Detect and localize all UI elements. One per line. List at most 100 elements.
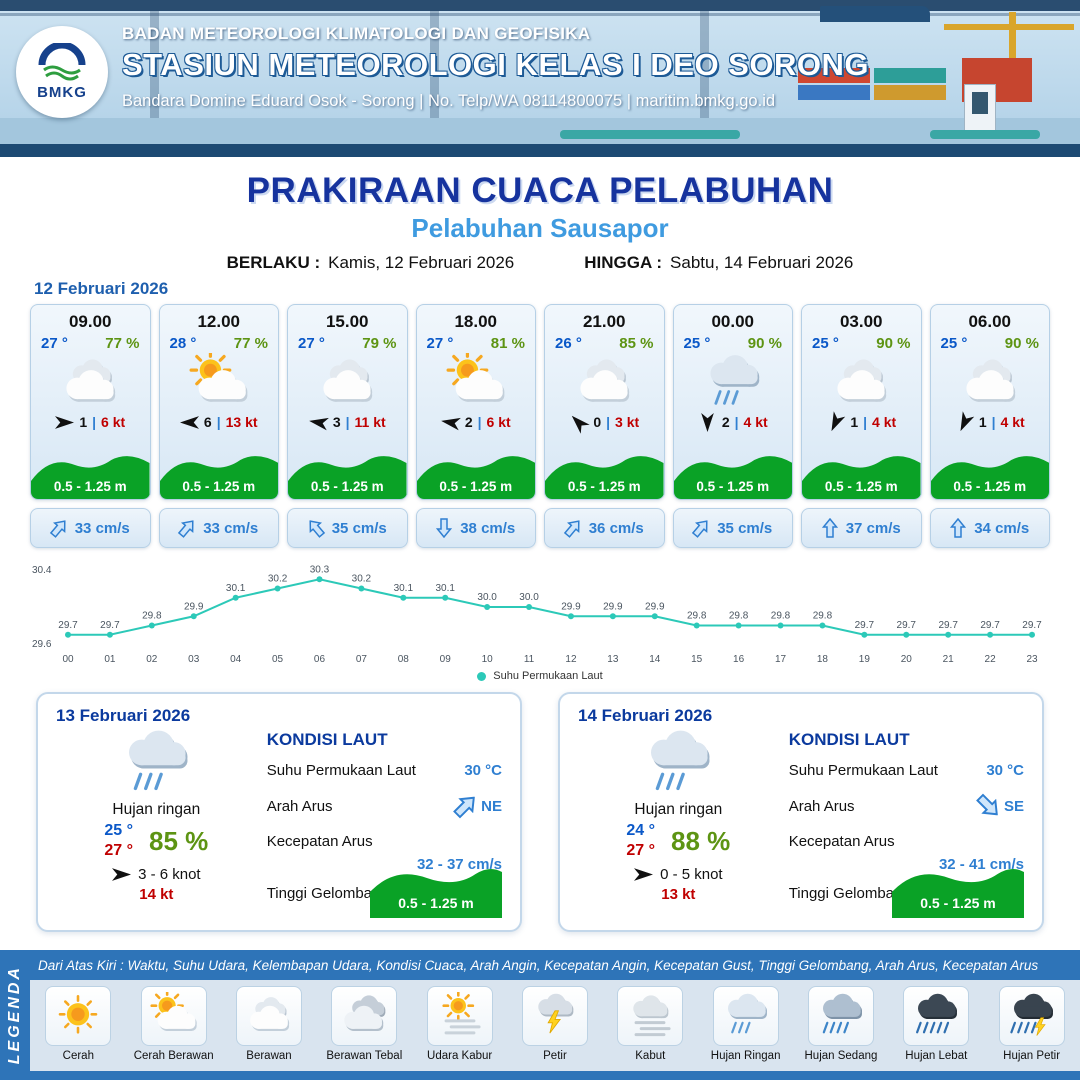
current-speed: 34 cm/s: [974, 519, 1030, 537]
wave-band: 0.5 - 1.25 m: [892, 862, 1024, 918]
humidity: 77 %: [105, 335, 140, 352]
current-speed: 35 cm/s: [331, 519, 387, 537]
legend-item-label: Hujan Lebat: [905, 1050, 968, 1062]
wave-band: 0.5 - 1.25 m: [416, 449, 535, 499]
gust-speed: 6 kt: [101, 414, 126, 430]
wave-height: 0.5 - 1.25 m: [953, 479, 1027, 494]
wave-band: 0.5 - 1.25 m: [673, 449, 792, 499]
legend-item-label: Berawan Tebal: [326, 1050, 403, 1062]
legend-item-label: Cerah: [62, 1050, 94, 1062]
chart-legend-marker: [477, 671, 487, 681]
forecast-card-main: 12.00 28 ° 77 % 6 | 13 kt 0.5 - 1.25 m: [158, 304, 279, 500]
svg-text:11: 11: [524, 654, 535, 665]
legend-item: Petir: [508, 986, 602, 1062]
wind-speed: 1: [850, 414, 859, 430]
wind-direction-icon: [634, 868, 654, 881]
weather-icon: [426, 986, 493, 1046]
wind-direction-icon: [308, 417, 329, 430]
wave-band: 0.5 - 1.25 m: [370, 862, 502, 918]
weather-icon: [140, 986, 207, 1046]
svg-text:29.7: 29.7: [1022, 620, 1042, 631]
wave-height: 0.5 - 1.25 m: [824, 479, 898, 494]
svg-text:08: 08: [398, 654, 410, 665]
container-stack: [798, 85, 870, 100]
wave-shape: [673, 456, 792, 499]
svg-text:30.3: 30.3: [310, 564, 330, 575]
valid-to-label: HINGGA :: [584, 253, 663, 272]
current-box: 35 cm/s: [287, 508, 408, 548]
wind-direction-icon: [700, 412, 714, 432]
wave-height-label: Tinggi Gelombang: [266, 885, 389, 902]
container-stack: [874, 68, 946, 83]
wave-shape: [288, 456, 407, 499]
header-bottom-bar: [0, 144, 1080, 157]
port-name: Pelabuhan Sausapor: [411, 213, 669, 243]
current-direction-icon: [692, 520, 708, 538]
air-temperature: 26 °: [555, 335, 582, 352]
weather-icon: [620, 728, 736, 800]
gust-speed: 6 kt: [486, 414, 511, 430]
forecast-card: 21.00 26 ° 85 % 0 | 3 kt 0.5 - 1.25 m: [544, 304, 665, 548]
wind-direction-icon: [440, 417, 461, 430]
kiosk-screen: [972, 92, 988, 114]
weather-icon: [687, 353, 779, 413]
forecast-time: 03.00: [839, 312, 883, 331]
current-direction-icon: [309, 520, 325, 538]
legend-vertical-label: LEGENDA: [6, 965, 23, 1065]
station-contact: Bandara Domine Eduard Osok - Sorong | No…: [122, 92, 776, 110]
wind-direction-icon: [55, 415, 75, 429]
wind-direction-icon: [572, 415, 591, 434]
bmkg-logo-mark: [38, 43, 86, 81]
gust-speed: 13 kt: [661, 886, 696, 903]
svg-text:30.2: 30.2: [352, 574, 372, 585]
legend-item: Cerah Berawan: [127, 986, 221, 1062]
weather-icon: [521, 986, 588, 1046]
weather-icon: [331, 986, 398, 1046]
gust-speed: 13 kt: [225, 414, 258, 430]
humidity: 90 %: [1004, 335, 1039, 352]
wind-speed: 1: [978, 414, 987, 430]
sst-value: 30 °C: [464, 762, 502, 779]
weather-condition: Hujan ringan: [112, 801, 201, 818]
temp-max: 27 °: [626, 842, 656, 859]
forecast-card-main: 21.00 26 ° 85 % 0 | 3 kt 0.5 - 1.25 m: [544, 304, 665, 500]
current-speed: 36 cm/s: [588, 519, 644, 537]
legend-item: Udara Kabur: [413, 986, 507, 1062]
bmkg-logo-text: BMKG: [37, 84, 87, 101]
humidity: 81 %: [490, 335, 525, 352]
forecast-card-main: 09.00 27 ° 77 % 1 | 6 kt 0.5 - 1.25 m: [30, 304, 151, 500]
valid-to: HINGGA : Sabtu, 14 Februari 2026: [584, 253, 853, 273]
svg-text:15: 15: [691, 654, 703, 665]
legend-item: Kabut: [603, 986, 697, 1062]
wind-direction-icon: [831, 410, 846, 431]
roof-beam-thin: [0, 13, 1080, 16]
current-speed: 32 - 41 cm/s: [938, 856, 1024, 873]
legend-item-label: Udara Kabur: [427, 1050, 493, 1062]
weather-icon: [235, 986, 302, 1046]
forecast-date: 12 Februari 2026: [34, 279, 169, 298]
wind-speed: 1: [79, 414, 88, 430]
validity-row: BERLAKU : Kamis, 12 Februari 2026 HINGGA …: [0, 253, 1080, 273]
legend-vertical-strip: LEGENDA: [0, 950, 30, 1080]
svg-text:12: 12: [565, 654, 577, 665]
forecast-time: 15.00: [325, 312, 369, 331]
current-box: 33 cm/s: [158, 508, 279, 548]
svg-text:29.6: 29.6: [32, 639, 52, 650]
gust-speed: 11 kt: [354, 414, 386, 430]
svg-text:30.1: 30.1: [226, 583, 246, 594]
weather-icon: [558, 353, 650, 413]
wave-band: 0.5 - 1.25 m: [545, 449, 664, 499]
air-temperature: 25 °: [812, 335, 839, 352]
valid-from-label: BERLAKU :: [226, 253, 321, 272]
current-speed-label: Kecepatan Arus: [266, 833, 373, 850]
wave-band: 0.5 - 1.25 m: [159, 449, 278, 499]
current-box: 35 cm/s: [672, 508, 793, 548]
humidity: 90 %: [876, 335, 911, 352]
svg-text:29.8: 29.8: [813, 611, 833, 622]
current-direction-icon: [563, 520, 580, 538]
svg-text:29.9: 29.9: [561, 601, 581, 612]
temp-min: 24 °: [626, 822, 656, 839]
air-temperature: 28 °: [169, 335, 197, 352]
current-speed: 37 cm/s: [845, 519, 901, 537]
weather-icon: [430, 353, 522, 413]
